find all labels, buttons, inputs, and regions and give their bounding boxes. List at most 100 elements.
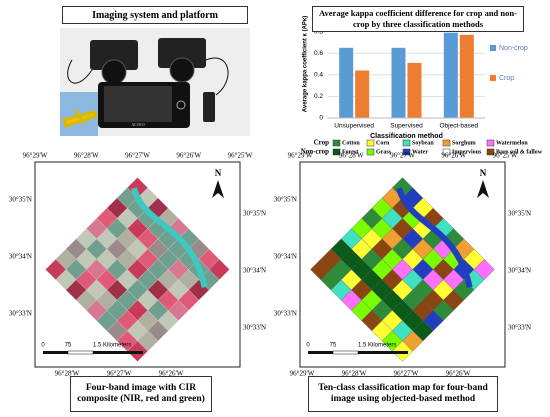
legend-label: Crop <box>499 75 514 82</box>
class-swatch <box>486 148 495 156</box>
scale-label: 75 <box>65 343 72 349</box>
bar <box>407 62 422 118</box>
coord-label: 30°33'N <box>508 324 531 332</box>
coord-label: 30°33'N <box>274 310 297 318</box>
coord-label: 30°34'N <box>274 253 297 261</box>
photo-title: Imaging system and platform <box>62 6 248 24</box>
class-swatch <box>366 139 375 147</box>
map-image <box>45 177 230 362</box>
scale-bar <box>332 350 359 355</box>
legend-swatch <box>490 75 496 81</box>
coord-label: 30°33'N <box>243 324 266 332</box>
map-caption: Ten-class classification map for four-ba… <box>308 376 498 412</box>
map-image <box>310 177 495 362</box>
y-tick-label: 0 <box>319 115 323 122</box>
coord-label: 96°26'W <box>159 370 184 378</box>
legend-row-label: Non-crop <box>301 148 329 156</box>
class-swatch <box>402 148 411 156</box>
coord-label: 96°27'W <box>394 370 419 378</box>
coord-label: 96°28'W <box>342 370 367 378</box>
coord-label: 96°26'W <box>441 152 466 160</box>
north-label: N <box>215 168 222 178</box>
legend-label: Non-crop <box>499 45 528 52</box>
cable <box>67 57 229 96</box>
class-label: Bare soil & fallow <box>496 149 543 155</box>
north-arrow <box>477 180 489 198</box>
tablet-screen <box>104 86 172 122</box>
camera-body <box>158 38 206 68</box>
class-swatch <box>442 139 451 147</box>
device-label: ALVEO <box>131 122 144 127</box>
coord-label: 96°28'W <box>74 152 99 160</box>
class-label: Corn <box>376 140 390 146</box>
bar <box>459 34 474 119</box>
north-arrow <box>212 180 224 198</box>
bar <box>355 70 370 118</box>
coord-label: 30°35'N <box>508 210 531 218</box>
coord-label: 96°28'W <box>55 370 80 378</box>
remote <box>203 92 215 122</box>
scale-label: 0 <box>41 343 45 349</box>
coord-label: 30°35'N <box>9 196 32 204</box>
coord-label: 96°27'W <box>390 152 415 160</box>
legend-row-label: Crop <box>314 139 330 147</box>
scale-label: 1.5 Kilometers <box>93 343 131 349</box>
coord-label: 30°34'N <box>243 267 266 275</box>
scale-bar <box>93 351 143 354</box>
coord-label: 96°29'W <box>290 370 315 378</box>
class-label: Water <box>412 149 428 155</box>
coord-label: 96°29'W <box>288 152 313 160</box>
camera-body <box>90 40 138 70</box>
camera-lens <box>169 57 195 83</box>
x-tick-label: Supervised <box>390 123 423 130</box>
coord-label: 96°27'W <box>107 370 132 378</box>
scale-label: 1.5 Kilometers <box>358 343 396 349</box>
scale-bar <box>358 351 408 354</box>
coord-label: 96°25'W <box>228 152 253 160</box>
bar <box>391 47 406 118</box>
map-caption: Four-band image with CIR composite (NIR,… <box>70 376 212 412</box>
y-axis-label: Average kappa coefficient κ (APκ) <box>303 16 309 113</box>
class-swatch <box>402 139 411 147</box>
legend-swatch <box>490 45 496 51</box>
y-tick-label: 0.2 <box>314 93 323 100</box>
class-label: Soybean <box>412 140 434 146</box>
coord-label: 30°35'N <box>243 210 266 218</box>
x-tick-label: Object-based <box>439 123 478 130</box>
scale-bar <box>43 351 68 354</box>
river <box>131 187 208 288</box>
coord-label: 30°34'N <box>508 267 531 275</box>
scale-label: 75 <box>330 343 337 349</box>
north-label: N <box>480 168 487 178</box>
chart-title: Average kappa coefficient difference for… <box>312 6 524 32</box>
class-swatch <box>442 148 451 156</box>
camera-lens <box>101 59 127 85</box>
class-swatch <box>486 139 495 147</box>
coord-label: 96°26'W <box>446 370 471 378</box>
coord-label: 30°33'N <box>9 310 32 318</box>
class-swatch <box>366 148 375 156</box>
scale-label: 0 <box>306 343 310 349</box>
river <box>396 187 473 288</box>
class-label: Watermelon <box>496 140 528 146</box>
coord-label: 30°34'N <box>9 253 32 261</box>
coord-label: 30°35'N <box>274 196 297 204</box>
coord-label: 96°25'W <box>493 152 518 160</box>
class-label: Forest <box>342 149 358 155</box>
scale-bar <box>67 350 94 355</box>
class-swatch <box>332 148 341 156</box>
coord-label: 96°26'W <box>176 152 201 160</box>
x-tick-label: Unsupervised <box>334 123 374 130</box>
airplane <box>62 109 99 128</box>
class-swatch <box>332 139 341 147</box>
bar <box>443 32 458 118</box>
coord-label: 96°29'W <box>23 152 48 160</box>
class-label: Grass <box>376 149 392 155</box>
class-label: Sorghum <box>452 140 476 146</box>
x-axis-label: Classification method <box>370 133 443 140</box>
class-label: Impervious <box>452 149 482 155</box>
y-tick-label: 0.6 <box>314 50 323 57</box>
bar <box>339 47 354 118</box>
